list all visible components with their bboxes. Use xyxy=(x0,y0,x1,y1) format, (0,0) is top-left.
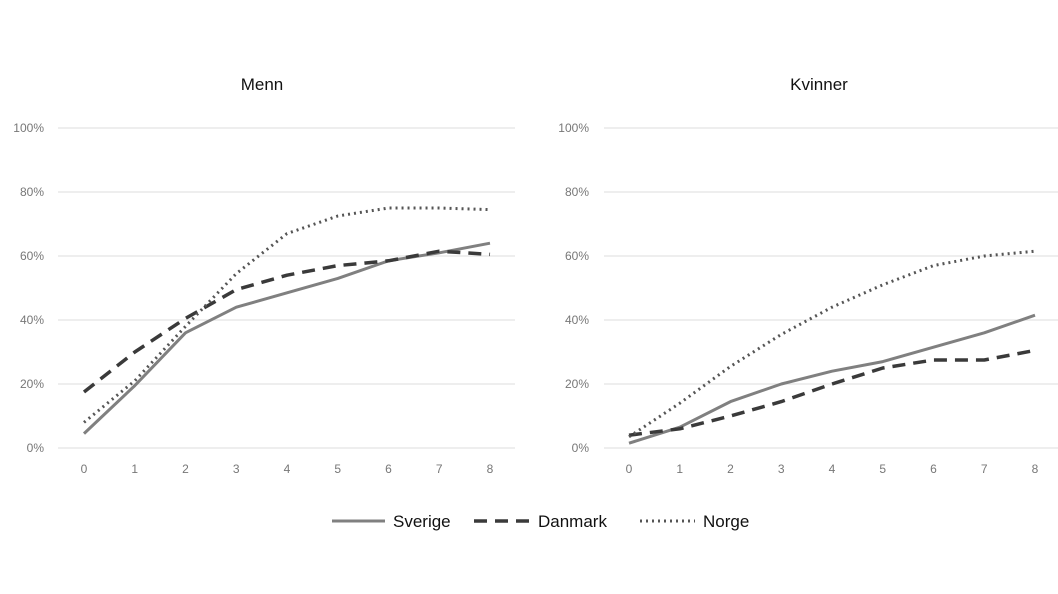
x-tick-label: 2 xyxy=(727,462,734,476)
chart-title: Menn xyxy=(241,75,284,94)
series-line-sverige xyxy=(628,313,1036,445)
series-line-danmark xyxy=(82,249,491,394)
y-tick-label: 100% xyxy=(558,121,589,135)
legend: Sverige Danmark Norge xyxy=(332,512,749,531)
x-tick-label: 8 xyxy=(1032,462,1039,476)
legend-item-norge: Norge xyxy=(640,512,749,531)
x-tick-label: 2 xyxy=(182,462,189,476)
x-tick-label: 6 xyxy=(930,462,937,476)
y-tick-label: 100% xyxy=(13,121,44,135)
series-line-norge xyxy=(628,249,1036,439)
x-tick-label: 7 xyxy=(436,462,443,476)
y-tick-label: 20% xyxy=(20,377,44,391)
series-line-danmark xyxy=(628,348,1036,437)
legend-label: Norge xyxy=(703,512,749,531)
chart-panel-kvinner: Kvinner 0% 20% 40% 60% 80% 100% 0 1 2 3 4 5 6 7 8 xyxy=(558,75,1058,476)
x-tick-label: 0 xyxy=(81,462,88,476)
series-line-sverige xyxy=(82,241,491,435)
x-tick-label: 7 xyxy=(981,462,988,476)
x-tick-label: 8 xyxy=(487,462,494,476)
x-tick-label: 3 xyxy=(233,462,240,476)
legend-item-danmark: Danmark xyxy=(474,512,607,531)
y-tick-label: 0% xyxy=(27,441,45,455)
chart-panel-menn: Menn 0% 20% 40% 60% 80% 100% 0 1 2 3 4 5 6 7 8 xyxy=(13,75,515,476)
x-tick-label: 5 xyxy=(334,462,341,476)
y-tick-label: 40% xyxy=(20,313,44,327)
legend-label: Danmark xyxy=(538,512,607,531)
x-tick-label: 4 xyxy=(284,462,291,476)
x-tick-label: 4 xyxy=(829,462,836,476)
y-tick-label: 40% xyxy=(565,313,589,327)
y-tick-label: 60% xyxy=(20,249,44,263)
x-tick-label: 0 xyxy=(626,462,633,476)
x-tick-label: 1 xyxy=(676,462,683,476)
legend-item-sverige: Sverige xyxy=(332,512,451,531)
y-tick-label: 80% xyxy=(565,185,589,199)
x-tick-label: 1 xyxy=(131,462,138,476)
y-tick-label: 80% xyxy=(20,185,44,199)
y-tick-label: 60% xyxy=(565,249,589,263)
x-tick-label: 5 xyxy=(879,462,886,476)
y-tick-label: 20% xyxy=(565,377,589,391)
x-tick-label: 3 xyxy=(778,462,785,476)
legend-label: Sverige xyxy=(393,512,451,531)
chart-title: Kvinner xyxy=(790,75,848,94)
x-tick-label: 6 xyxy=(385,462,392,476)
series-line-norge xyxy=(83,206,491,424)
y-tick-label: 0% xyxy=(572,441,590,455)
